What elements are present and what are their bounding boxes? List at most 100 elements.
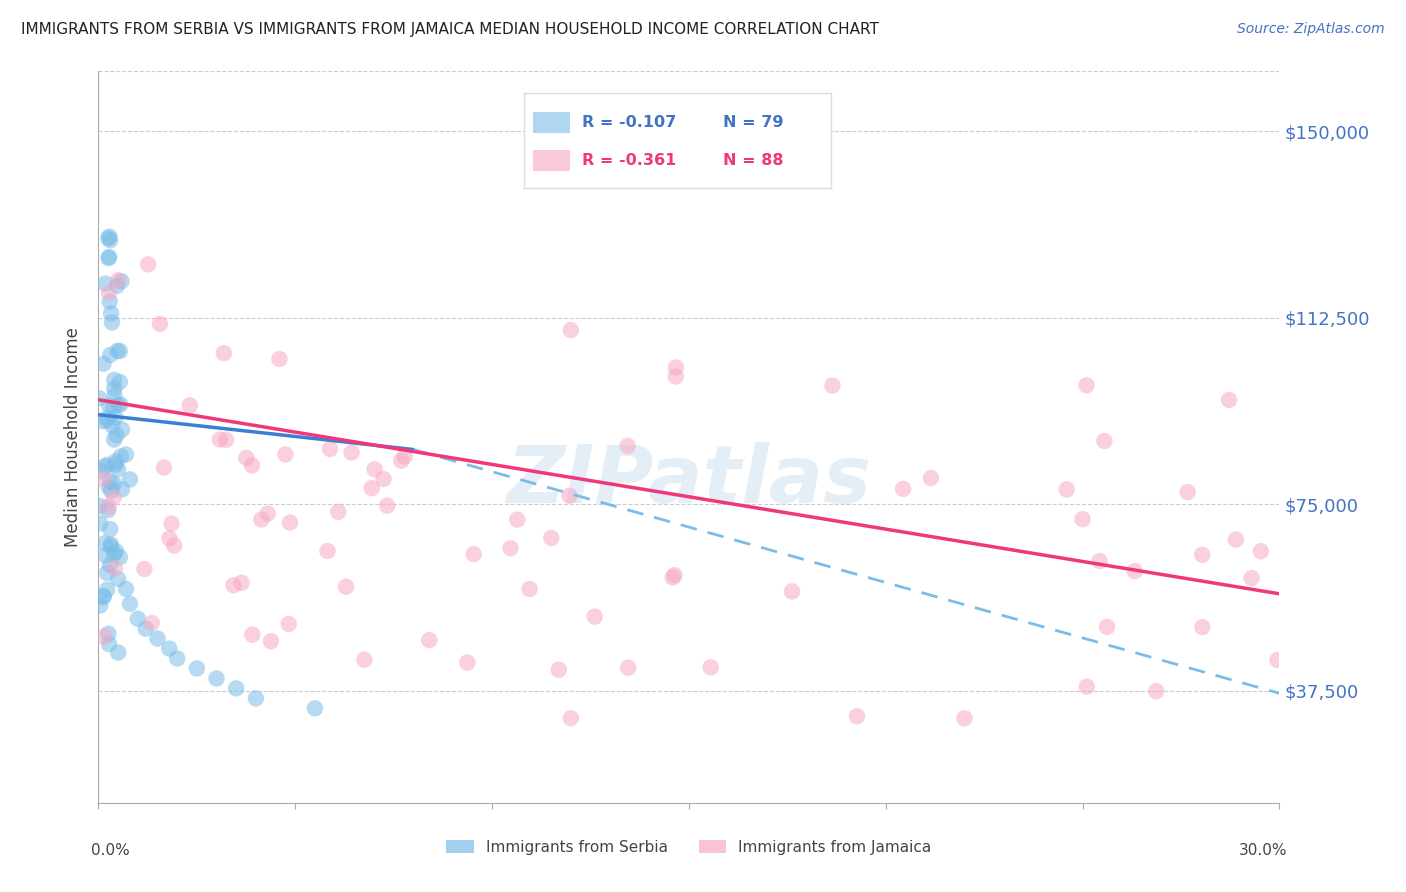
Point (98, 285, 121, 300)
Text: ZIPatlas: ZIPatlas (506, 442, 872, 520)
Point (375, 499, 398, 513)
Point (115, 448, 138, 462)
Point (157, 532, 180, 546)
Point (93, 472, 115, 486)
Point (699, 660, 721, 674)
Point (89, 499, 111, 513)
Point (110, 274, 132, 288)
Point (1092, 434, 1115, 448)
Point (89, 599, 111, 613)
Point (373, 472, 395, 486)
Point (560, 323, 582, 337)
Point (103, 490, 125, 504)
Point (93, 357, 115, 371)
Point (100, 306, 122, 320)
Point (97, 503, 120, 517)
Point (127, 612, 149, 626)
Point (1071, 512, 1094, 526)
Point (256, 507, 278, 521)
Point (665, 360, 688, 375)
Point (1191, 548, 1213, 562)
Point (105, 278, 128, 293)
Point (141, 615, 163, 630)
Point (560, 711, 582, 725)
Text: IMMIGRANTS FROM SERBIA VS IMMIGRANTS FROM JAMAICA MEDIAN HOUSEHOLD INCOME CORREL: IMMIGRANTS FROM SERBIA VS IMMIGRANTS FRO… (21, 22, 879, 37)
Point (107, 462, 129, 476)
Point (328, 505, 350, 519)
Point (1076, 680, 1098, 694)
Point (98, 233, 121, 247)
Point (353, 652, 375, 666)
Point (240, 458, 263, 473)
Point (821, 378, 844, 392)
Point (1076, 378, 1098, 392)
Point (103, 382, 125, 396)
Point (94, 549, 117, 563)
Point (107, 343, 129, 358)
Point (118, 597, 141, 611)
Point (547, 663, 569, 677)
Point (245, 691, 267, 706)
Point (97, 480, 120, 494)
Point (269, 351, 291, 366)
Point (157, 641, 180, 656)
Point (103, 388, 125, 402)
Point (225, 681, 247, 696)
Point (891, 482, 914, 496)
Text: 30.0%: 30.0% (1239, 843, 1288, 857)
Point (558, 489, 581, 503)
Point (389, 454, 412, 468)
Point (179, 398, 201, 412)
Point (96, 411, 118, 425)
Point (583, 609, 606, 624)
Point (90, 464, 112, 478)
Point (110, 450, 132, 464)
Point (208, 433, 231, 447)
Point (235, 450, 257, 465)
Point (87, 392, 110, 406)
Point (163, 539, 186, 553)
Point (260, 634, 283, 648)
Point (111, 423, 134, 437)
Point (1123, 564, 1146, 578)
Point (662, 570, 685, 584)
Point (98, 475, 121, 489)
Point (1250, 544, 1272, 558)
Point (1240, 571, 1263, 585)
Point (149, 317, 172, 331)
Point (98, 637, 121, 651)
Point (166, 651, 188, 665)
Point (953, 711, 976, 725)
Point (519, 582, 541, 596)
Point (1177, 485, 1199, 500)
Point (93, 589, 115, 603)
Point (103, 547, 125, 561)
Text: Source: ZipAtlas.com: Source: ZipAtlas.com (1237, 22, 1385, 37)
Point (93, 629, 115, 643)
Point (89, 516, 111, 531)
Point (98, 558, 121, 572)
Point (101, 316, 124, 330)
Point (242, 627, 264, 641)
Point (1191, 620, 1213, 634)
Point (920, 471, 942, 485)
Point (115, 582, 138, 596)
Point (319, 442, 342, 456)
Point (1144, 684, 1167, 698)
Point (103, 477, 125, 491)
Point (215, 433, 238, 447)
Point (111, 483, 134, 497)
Point (97, 231, 120, 245)
Point (1267, 653, 1289, 667)
Point (360, 481, 382, 495)
Point (96, 458, 118, 472)
Point (96, 414, 118, 428)
Point (506, 513, 529, 527)
Point (101, 418, 124, 433)
Point (98, 348, 121, 362)
Point (274, 448, 297, 462)
Point (108, 550, 131, 565)
Point (250, 512, 273, 526)
Point (1218, 392, 1240, 407)
Point (91, 590, 114, 604)
